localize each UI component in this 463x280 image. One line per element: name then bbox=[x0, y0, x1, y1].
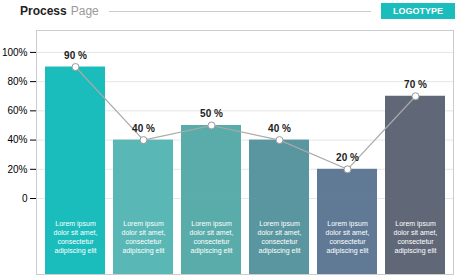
svg-text:40%: 40% bbox=[7, 134, 27, 145]
html-text:Process Page: Process Page bbox=[20, 4, 99, 18]
svg-text:80%: 80% bbox=[7, 76, 27, 87]
svg-text:60%: 60% bbox=[7, 105, 27, 116]
svg-text:90 %: 90 % bbox=[64, 50, 87, 61]
svg-text:100%: 100% bbox=[2, 47, 28, 58]
svg-text:Lorem ipsumdolor sit amet,cons: Lorem ipsumdolor sit amet,consecteturadi… bbox=[394, 220, 438, 255]
svg-text:Lorem ipsumdolor sit amet,cons: Lorem ipsumdolor sit amet,consecteturadi… bbox=[326, 220, 370, 255]
svg-text:40 %: 40 % bbox=[132, 123, 155, 134]
svg-text:0: 0 bbox=[22, 193, 28, 204]
svg-text:20 %: 20 % bbox=[336, 152, 359, 163]
svg-text:Lorem ipsumdolor sit amet,cons: Lorem ipsumdolor sit amet,consecteturadi… bbox=[54, 220, 98, 255]
svg-text:50 %: 50 % bbox=[200, 108, 223, 119]
svg-text:Lorem ipsumdolor sit amet,cons: Lorem ipsumdolor sit amet,consecteturadi… bbox=[122, 220, 166, 255]
html-text:LOGOTYPE: LOGOTYPE bbox=[393, 6, 443, 16]
svg-text:Lorem ipsumdolor sit amet,cons: Lorem ipsumdolor sit amet,consecteturadi… bbox=[190, 220, 234, 255]
svg-text:70 %: 70 % bbox=[404, 79, 427, 90]
svg-text:20%: 20% bbox=[7, 164, 27, 175]
svg-text:40 %: 40 % bbox=[268, 123, 291, 134]
svg-text:Lorem ipsumdolor sit amet,cons: Lorem ipsumdolor sit amet,consecteturadi… bbox=[258, 220, 302, 255]
